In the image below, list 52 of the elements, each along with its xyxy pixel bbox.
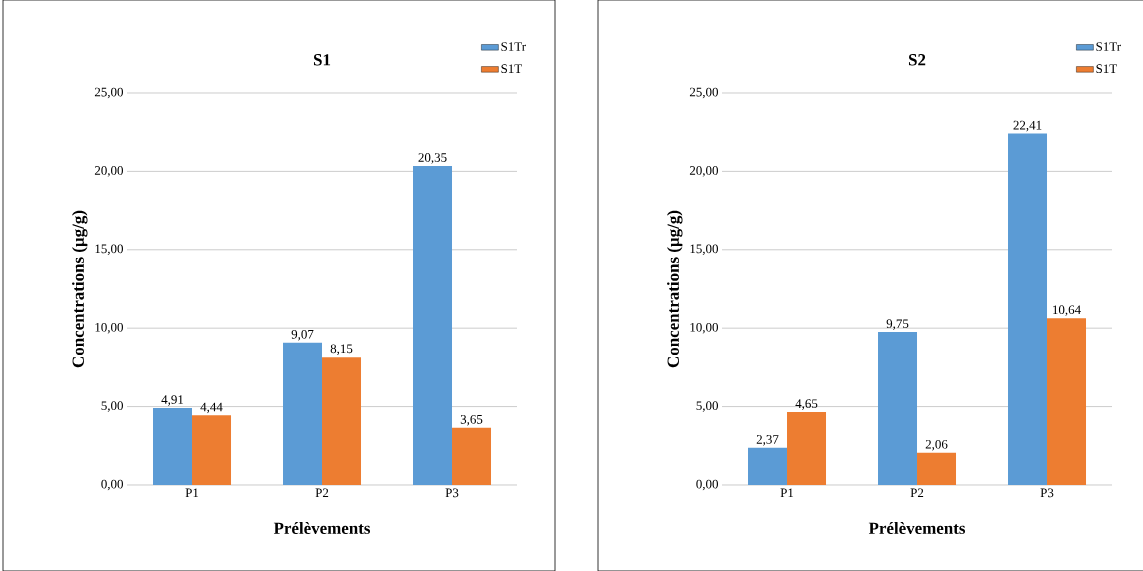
- legend-label: S1T: [1096, 64, 1117, 74]
- data-label: 20,35: [418, 153, 447, 164]
- legend-label: S1Tr: [501, 42, 526, 51]
- bar: [748, 447, 788, 485]
- x-tick-label: P3: [445, 488, 459, 498]
- legend-label: S1Tr: [1096, 42, 1121, 51]
- bar: [283, 342, 323, 485]
- bar: [1008, 133, 1048, 485]
- data-label: 22,41: [1013, 120, 1042, 132]
- chart-title: S2: [908, 54, 926, 66]
- y-tick-label: 10,00: [95, 322, 123, 334]
- y-tick-label: 15,00: [690, 244, 718, 256]
- data-label: 8,15: [330, 344, 353, 355]
- x-tick-label: P1: [185, 488, 199, 498]
- data-label: 4,91: [161, 395, 184, 406]
- bar: [153, 408, 193, 485]
- y-axis-title: Concentrations (µg/g): [667, 210, 683, 368]
- y-tick-label: 20,00: [94, 166, 123, 177]
- chart-title: S1: [313, 54, 331, 66]
- data-label: 3,65: [460, 414, 483, 426]
- bar: [917, 452, 957, 485]
- y-tick-label: 5,00: [696, 401, 718, 412]
- y-axis-title: Concentrations (µg/g): [72, 210, 88, 368]
- data-label: 4,65: [795, 399, 818, 410]
- bar: [322, 357, 362, 485]
- data-label: 10,64: [1053, 305, 1081, 316]
- data-label: 4,44: [200, 402, 223, 414]
- bar: [878, 332, 918, 485]
- y-tick-label: 0,00: [101, 479, 123, 491]
- bar: [413, 165, 453, 485]
- y-tick-label: 0,00: [696, 479, 718, 491]
- legend-label: S1T: [501, 64, 522, 74]
- x-tick-label: P2: [315, 488, 329, 498]
- data-label: 2,37: [756, 435, 779, 446]
- y-tick-label: 10,00: [690, 322, 718, 334]
- bar: [787, 412, 827, 485]
- y-tick-label: 5,00: [101, 401, 123, 412]
- y-tick-label: 25,00: [94, 87, 123, 99]
- bar: [1047, 318, 1087, 485]
- y-tick-label: 15,00: [95, 244, 123, 256]
- data-label: 9,75: [886, 319, 909, 330]
- x-axis-title: Prélèvements: [273, 522, 371, 534]
- x-tick-label: P1: [780, 488, 794, 498]
- y-tick-label: 25,00: [689, 87, 718, 99]
- data-label: 2,06: [925, 439, 948, 451]
- x-tick-label: P3: [1040, 488, 1054, 498]
- x-axis-title: Prélèvements: [868, 522, 966, 534]
- bar: [192, 415, 232, 485]
- data-label: 9,07: [291, 329, 314, 341]
- y-tick-label: 20,00: [689, 166, 718, 177]
- x-tick-label: P2: [910, 488, 924, 498]
- bar: [452, 427, 492, 485]
